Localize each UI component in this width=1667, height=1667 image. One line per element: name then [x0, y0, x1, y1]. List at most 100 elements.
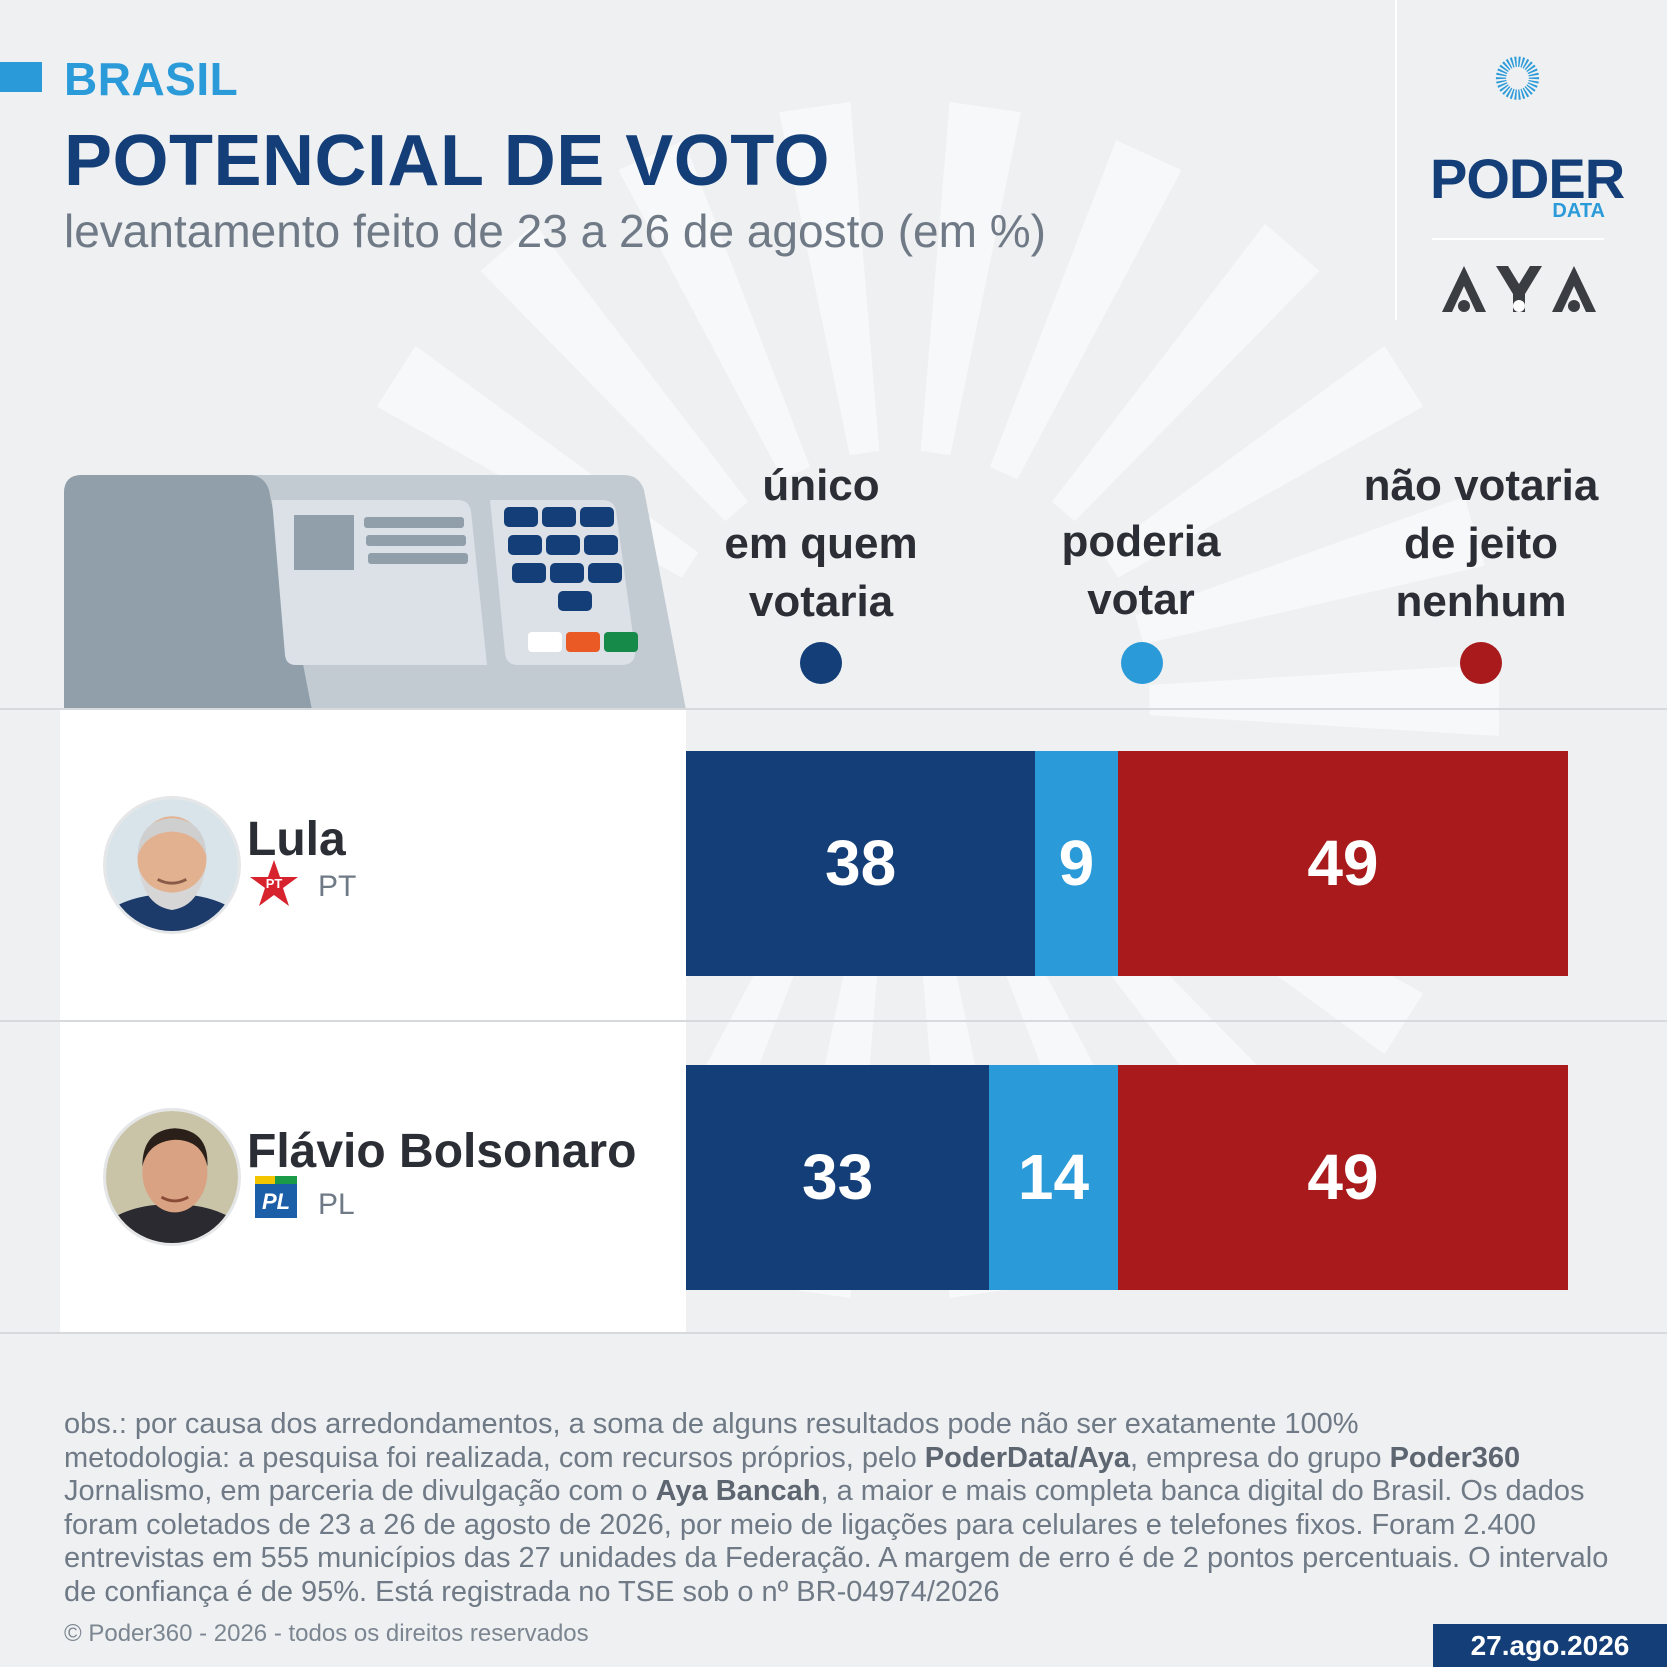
- logo-ray: [1524, 61, 1533, 71]
- logo-ray: [1502, 86, 1511, 95]
- logo-ray: [1522, 87, 1530, 98]
- meth-text-f: Aya Bancah: [655, 1475, 821, 1507]
- meth-text-d: Poder360: [1389, 1441, 1521, 1474]
- sunburst-ray: [990, 140, 1182, 480]
- row-divider-middle: [0, 1020, 1667, 1022]
- logo-ray: [1520, 88, 1526, 99]
- meth-text-c: , empresa do grupo: [1130, 1441, 1390, 1474]
- logo-ray: [1518, 89, 1521, 100]
- legend-nao-line1: não votaria: [1363, 461, 1599, 510]
- logo-ray: [1514, 56, 1517, 67]
- bar-segment-flavio-bolsonaro-nao-votaria-de-jeito-nenhum: [1117, 1065, 1568, 1290]
- note-rounding: obs.: por causa dos arredondamentos, a s…: [64, 1408, 1359, 1440]
- bar-segment-lula-poderia-votar: [1035, 751, 1118, 976]
- sunburst-ray: [920, 102, 1021, 456]
- sunburst-ray: [1052, 223, 1320, 522]
- sunburst-ray: [1149, 664, 1499, 736]
- bar-segment-flavio-bolsonaro-unico-em-quem-votaria: [686, 1065, 990, 1290]
- sunburst-ray: [618, 140, 810, 480]
- bar-row-lula: 38 9 49: [686, 751, 1568, 976]
- legend-nao-line2: de jeito: [1403, 519, 1559, 568]
- legend-unico-line1: único: [762, 461, 880, 510]
- sunburst-ray: [1135, 496, 1485, 645]
- svg-text:PL: PL: [262, 1189, 290, 1214]
- logo-ray: [1505, 58, 1513, 69]
- logo-ray: [1509, 88, 1515, 99]
- logo-ray: [1524, 86, 1533, 95]
- voting-machine-icon: [64, 475, 686, 710]
- kicker-accent-bar: [0, 62, 42, 92]
- bar-value-label-flavio-bolsonaro-nao-votaria-de-jeito-nenhum: 49: [1307, 1141, 1379, 1213]
- avatar-lula: [103, 796, 241, 934]
- meth-text-a: metodologia: a pesquisa foi realizada, c…: [64, 1441, 925, 1474]
- note-methodology: metodologia: a pesquisa foi realizada, c…: [64, 1442, 1624, 1610]
- legend-poderia-line1: poderia: [1061, 517, 1221, 566]
- pt-star-icon: PT: [250, 860, 298, 906]
- methodology-notes: obs.: por causa dos arredondamentos, a s…: [64, 1408, 1624, 1609]
- candidate-panel-flavio: Flávio Bolsonaro PL PL: [60, 1022, 686, 1332]
- logo-ray: [1518, 56, 1521, 67]
- legend-unico: único em quem votaria: [661, 457, 981, 631]
- logo-ray: [1526, 84, 1536, 92]
- candidate-panel-lula: Lula PT PT: [60, 710, 686, 1020]
- date-badge: 27.ago.2026: [1433, 1624, 1667, 1667]
- sunburst-ray: [779, 102, 880, 456]
- bar-segment-flavio-bolsonaro-poderia-votar: [989, 1065, 1118, 1290]
- logo-ray: [1527, 82, 1538, 88]
- row-divider-bottom: [0, 1332, 1667, 1334]
- legend-dot-unico: [800, 642, 842, 684]
- bar-value-label-flavio-bolsonaro-poderia-votar: 14: [1017, 1141, 1090, 1213]
- bar-segment-lula-unico-em-quem-votaria: [686, 751, 1036, 976]
- kicker: BRASIL: [64, 53, 239, 105]
- logo-ray: [1514, 89, 1517, 100]
- legend-poderia-line2: votar: [1087, 575, 1195, 624]
- meth-text-e: Jornalismo, em parceria de divulgação co…: [64, 1475, 656, 1507]
- aya-logo-icon: [1442, 266, 1596, 312]
- logo-ray: [1496, 79, 1507, 84]
- bar-value-label-lula-unico-em-quem-votaria: 38: [824, 827, 897, 899]
- bar-segment-lula-nao-votaria-de-jeito-nenhum: [1117, 751, 1568, 976]
- candidate-name-flavio-bolsonaro: Flávio Bolsonaro: [247, 1125, 637, 1178]
- bar-value-label-flavio-bolsonaro-unico-em-quem-votaria: 33: [802, 1141, 874, 1213]
- logo-ray: [1527, 68, 1538, 75]
- svg-text:PT: PT: [266, 876, 283, 891]
- poderdata-logo-word: PODER: [1430, 147, 1625, 210]
- logo-ray: [1495, 77, 1507, 80]
- legend-dot-nao-votaria: [1460, 642, 1502, 684]
- page-subtitle: levantamento feito de 23 a 26 de agosto …: [64, 205, 1046, 257]
- bar-value-label-lula-poderia-votar: 9: [1058, 827, 1095, 899]
- party-name-pl: PL: [318, 1188, 355, 1221]
- logo-divider: [1395, 0, 1397, 320]
- logo-ray: [1526, 64, 1536, 72]
- logo-ray: [1509, 57, 1515, 68]
- logo-ray: [1522, 58, 1530, 69]
- logo-ray: [1499, 64, 1509, 72]
- logo-ray: [1499, 84, 1509, 92]
- logo-ray: [1520, 57, 1526, 68]
- pl-logo-icon: PL: [253, 1174, 299, 1220]
- logo-ray: [1497, 82, 1508, 88]
- poderdata-logo-sub: DATA: [1552, 200, 1605, 222]
- candidate-name-lula: Lula: [247, 813, 346, 866]
- logo-ray: [1505, 87, 1513, 98]
- meth-text-b: PoderData/Aya: [924, 1441, 1131, 1474]
- logo-ray: [1528, 77, 1540, 80]
- meth-text-g: , a maior e mais completa banca digital …: [64, 1475, 1609, 1608]
- page-title: POTENCIAL DE VOTO: [64, 121, 830, 201]
- legend-unico-line3: votaria: [748, 577, 894, 626]
- legend-nao-line3: nenhum: [1395, 577, 1567, 626]
- logo-ray: [1528, 79, 1539, 84]
- row-divider-top: [0, 708, 1667, 710]
- legend-unico-line2: em quem: [724, 519, 918, 568]
- legend-dot-poderia: [1121, 642, 1163, 684]
- logo-ray: [1502, 61, 1511, 71]
- legend-poderia: poderia votar: [981, 513, 1301, 629]
- logo-ray: [1497, 68, 1508, 75]
- poderdata-sun-icon: [1495, 56, 1540, 100]
- legend-nao-votaria: não votaria de jeito nenhum: [1321, 457, 1641, 631]
- party-name-pt: PT: [318, 870, 357, 903]
- bar-row-flavio-bolsonaro: 33 14 49: [686, 1065, 1568, 1290]
- sunburst-ray: [480, 223, 748, 522]
- avatar-flavio-bolsonaro: [103, 1108, 241, 1246]
- logo-separator: [1432, 238, 1604, 240]
